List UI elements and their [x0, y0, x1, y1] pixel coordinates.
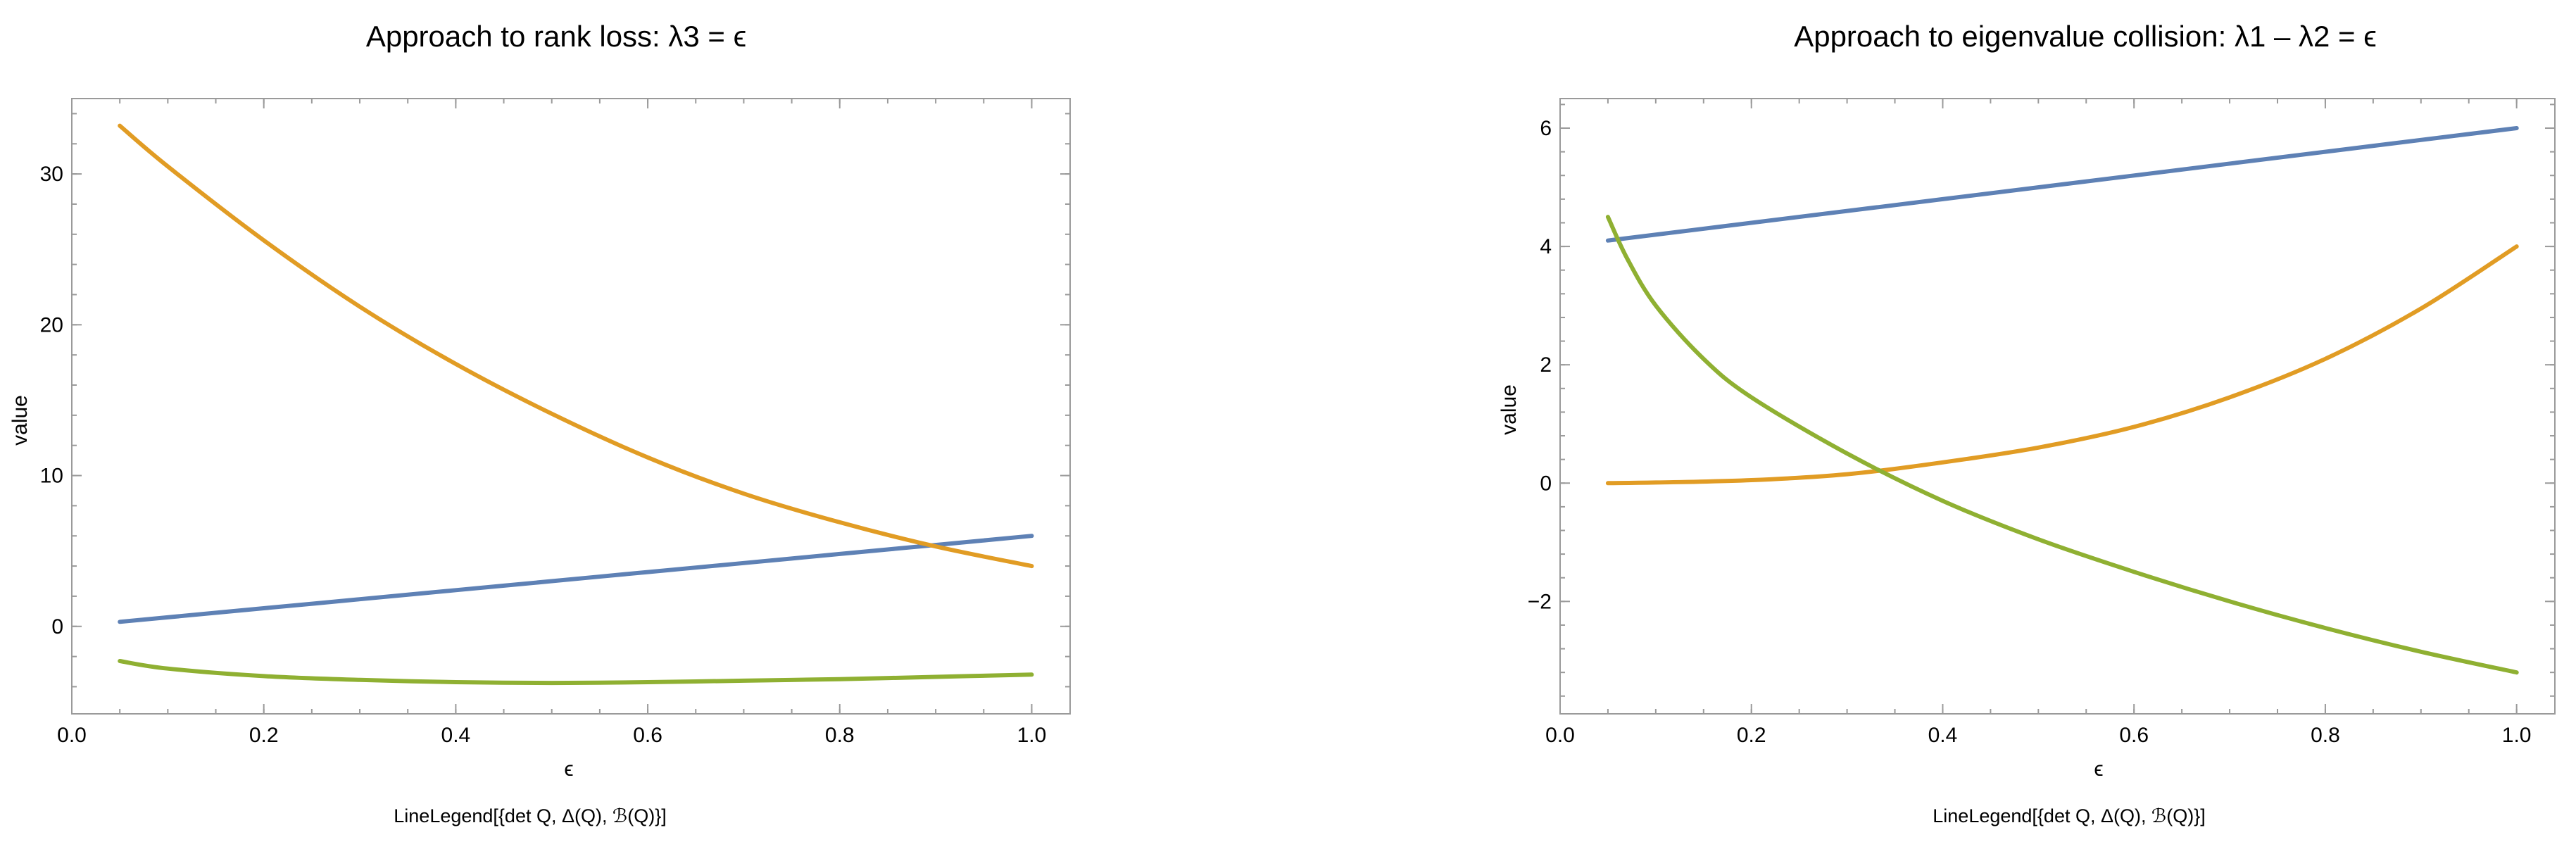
- series-line-2: [118, 123, 1034, 569]
- plot-frame: [71, 98, 1071, 715]
- chart-title: Approach to rank loss: λ3 = ϵ: [366, 20, 746, 53]
- x-tick-label: 1.0: [1017, 724, 1047, 747]
- y-tick-label: −2: [1528, 590, 1552, 613]
- y-tick-label: 30: [40, 163, 63, 186]
- series-line-3: [118, 659, 1034, 686]
- x-tick-label: 0.8: [825, 724, 855, 747]
- y-tick-label: 4: [1540, 235, 1552, 258]
- y-tick-label: 0: [51, 615, 63, 639]
- series-line-1: [1605, 126, 2519, 243]
- y-axis-label: value: [1497, 384, 1521, 435]
- chart-panel-left: Approach to rank loss: λ3 = ϵ ϵ value Li…: [8, 20, 1071, 826]
- chart-right: Approach to eigenvalue collision: λ1 – λ…: [1497, 20, 2556, 826]
- axis-ticks: 0.0 0.2 0.4 0.6 0.8 1.0 −2 0 2 4 6: [1528, 99, 2555, 747]
- x-tick-label: 0.0: [57, 724, 87, 747]
- y-tick-label: 6: [1540, 117, 1552, 140]
- legend-text: LineLegend[{det Q, Δ(Q), ℬ(Q)}]: [1933, 805, 2205, 826]
- legend-text: LineLegend[{det Q, Δ(Q), ℬ(Q)}]: [394, 805, 666, 826]
- series-group: [118, 123, 1034, 686]
- x-tick-label: 0.4: [1928, 724, 1958, 747]
- chart-title: Approach to eigenvalue collision: λ1 – λ…: [1794, 20, 2377, 53]
- x-axis-label: ϵ: [564, 757, 573, 781]
- axis-ticks: 0.0 0.2 0.4 0.6 0.8 1.0 0 10 20 30: [40, 99, 1070, 747]
- plot-frame: [1559, 98, 2556, 715]
- x-tick-label: 0.2: [249, 724, 279, 747]
- y-tick-label: 20: [40, 313, 63, 337]
- x-tick-label: 0.8: [2311, 724, 2340, 747]
- y-tick-label: 10: [40, 465, 63, 488]
- plot-frame-rect: [71, 98, 1071, 715]
- y-axis-label: value: [8, 395, 32, 446]
- x-tick-label: 0.0: [1545, 724, 1575, 747]
- y-tick-label: 0: [1540, 472, 1552, 495]
- series-line-2: [1605, 244, 2519, 486]
- x-tick-label: 0.6: [633, 724, 662, 747]
- series-line-1: [118, 534, 1034, 624]
- chart-panel-right: Approach to eigenvalue collision: λ1 – λ…: [1288, 0, 2576, 849]
- x-tick-label: 0.2: [1737, 724, 1766, 747]
- x-tick-label: 1.0: [2502, 724, 2532, 747]
- plot-frame-rect: [1559, 98, 2556, 715]
- x-tick-label: 0.4: [441, 724, 471, 747]
- x-tick-label: 0.6: [2119, 724, 2149, 747]
- series-line-3: [1605, 215, 2519, 675]
- series-group: [1605, 126, 2519, 675]
- x-axis-label: ϵ: [2094, 757, 2103, 781]
- chart-left: Approach to rank loss: λ3 = ϵ ϵ value Li…: [8, 20, 1071, 826]
- y-tick-label: 2: [1540, 353, 1552, 377]
